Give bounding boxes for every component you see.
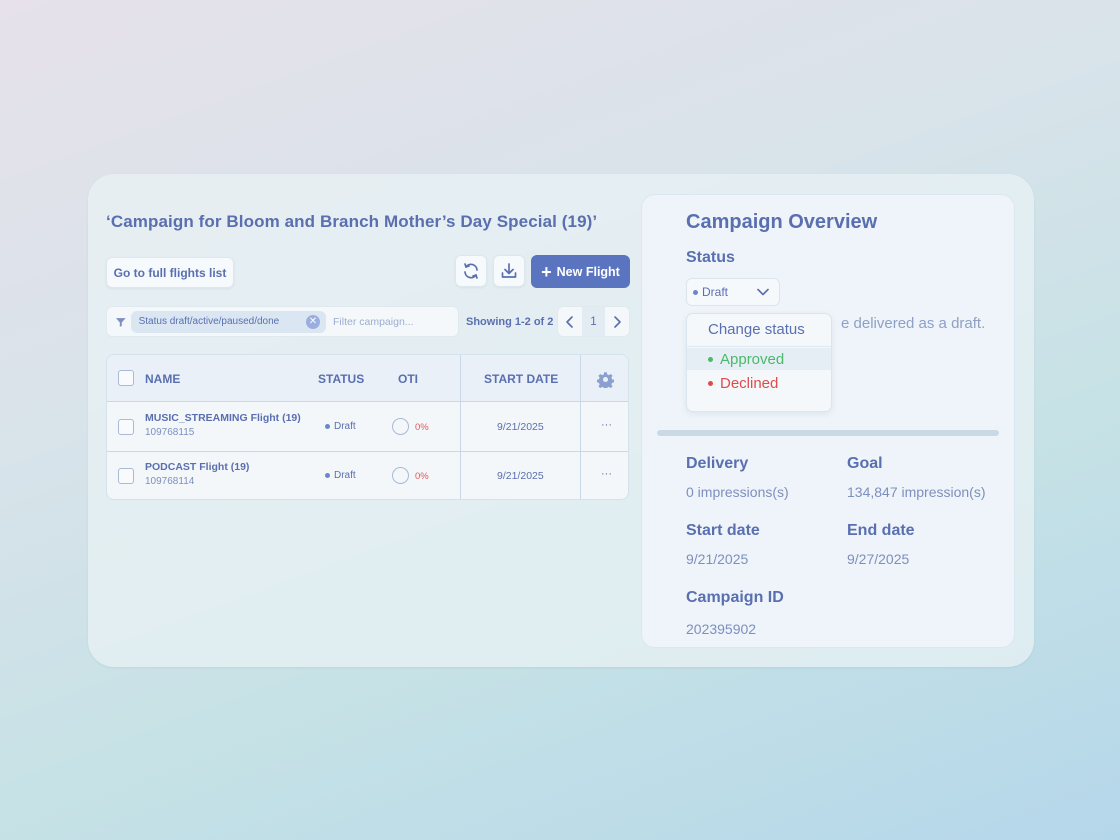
flight-status-label: Draft — [334, 421, 356, 432]
row-more-button[interactable]: ··· — [601, 419, 612, 431]
download-button[interactable] — [493, 255, 525, 287]
filter-campaign-input[interactable] — [333, 315, 458, 328]
oti-ring — [392, 418, 409, 435]
flight-name[interactable]: PODCAST Flight (19) — [145, 461, 250, 473]
dropdown-header: Change status — [708, 321, 805, 338]
campaign-id-value: 202395902 — [686, 621, 757, 637]
status-select-value: Draft — [702, 285, 729, 299]
header-oti[interactable]: OTI — [398, 372, 418, 386]
status-filter-chip[interactable]: Status draft/active/paused/done ✕ — [130, 310, 326, 333]
status-filter-chip-label: Status draft/active/paused/done — [138, 316, 280, 327]
flights-table: NAME STATUS OTI START DATE MUSIC_STREAMI… — [106, 354, 629, 500]
flight-status: Draft — [325, 470, 356, 481]
dropdown-separator — [687, 346, 831, 347]
header-status[interactable]: STATUS — [318, 372, 365, 386]
refresh-button[interactable] — [455, 255, 487, 287]
status-hint-text: e delivered as a draft. — [841, 315, 986, 332]
status-label: Status — [686, 249, 735, 266]
filter-icon[interactable] — [114, 315, 128, 329]
pagination: 1 — [557, 306, 630, 337]
row-more-button[interactable]: ··· — [601, 468, 612, 480]
go-to-full-flights-button[interactable]: Go to full flights list — [106, 257, 234, 288]
campaign-id-label: Campaign ID — [686, 589, 784, 606]
prev-page-button[interactable] — [558, 307, 582, 336]
select-all-checkbox[interactable] — [118, 370, 134, 386]
delivery-value: 0 impressions(s) — [686, 484, 789, 500]
goal-label: Goal — [847, 455, 883, 472]
header-name[interactable]: NAME — [145, 372, 181, 386]
approved-dot — [708, 356, 713, 362]
current-page[interactable]: 1 — [581, 307, 606, 336]
flight-name[interactable]: MUSIC_STREAMING Flight (19) — [145, 412, 301, 424]
flight-start-date: 9/21/2025 — [497, 421, 544, 433]
row-checkbox[interactable] — [118, 468, 134, 484]
gear-icon[interactable] — [597, 371, 614, 388]
next-page-button[interactable] — [605, 307, 629, 336]
status-option-approved[interactable]: Approved — [687, 348, 831, 370]
campaign-title: ‘Campaign for Bloom and Branch Mother’s … — [106, 212, 598, 231]
status-option-declined-label: Declined — [720, 374, 779, 392]
status-dot — [693, 289, 698, 295]
overview-title: Campaign Overview — [686, 211, 878, 233]
table-header: NAME STATUS OTI START DATE — [107, 355, 628, 402]
table-row[interactable]: MUSIC_STREAMING Flight (19) 109768115 Dr… — [107, 403, 628, 452]
oti-ring — [392, 467, 409, 484]
column-divider — [460, 355, 461, 499]
delivery-label: Delivery — [686, 455, 749, 472]
oti-value: 0% — [415, 471, 429, 482]
status-dot — [325, 473, 330, 478]
showing-count: Showing 1-2 of 2 — [466, 316, 554, 328]
new-flight-label: New Flight — [556, 264, 620, 279]
status-select[interactable]: Draft — [686, 278, 780, 306]
oti-value: 0% — [415, 422, 429, 433]
status-option-approved-label: Approved — [720, 350, 785, 368]
close-icon[interactable]: ✕ — [306, 314, 320, 329]
row-checkbox[interactable] — [118, 419, 134, 435]
status-option-declined[interactable]: Declined — [687, 372, 831, 394]
flight-status: Draft — [325, 421, 356, 432]
plus-icon: + — [541, 261, 552, 282]
chevron-down-icon — [757, 288, 769, 296]
table-row[interactable]: PODCAST Flight (19) 109768114 Draft 0% 9… — [107, 452, 628, 499]
header-start-date[interactable]: START DATE — [484, 372, 559, 386]
filter-bar: Status draft/active/paused/done ✕ — [106, 306, 459, 337]
panel-divider — [657, 430, 999, 436]
refresh-icon — [464, 263, 478, 279]
start-date-value: 9/21/2025 — [686, 551, 749, 567]
go-to-full-flights-label: Go to full flights list — [113, 265, 227, 280]
flight-id: 109768114 — [145, 476, 195, 487]
end-date-label: End date — [847, 522, 915, 539]
flight-id: 109768115 — [145, 427, 195, 438]
flight-status-label: Draft — [334, 470, 356, 481]
flight-start-date: 9/21/2025 — [497, 470, 544, 482]
goal-value: 134,847 impression(s) — [847, 484, 986, 500]
download-icon — [501, 263, 517, 278]
chevron-right-icon — [614, 315, 621, 328]
end-date-value: 9/27/2025 — [847, 551, 910, 567]
status-dot — [325, 424, 330, 429]
column-divider — [580, 355, 581, 499]
chevron-left-icon — [566, 315, 573, 328]
start-date-label: Start date — [686, 522, 760, 539]
declined-dot — [708, 380, 713, 386]
status-dropdown: Change status Approved Declined — [686, 313, 832, 412]
overview-panel — [641, 194, 1015, 648]
new-flight-button[interactable]: + New Flight — [531, 255, 630, 288]
